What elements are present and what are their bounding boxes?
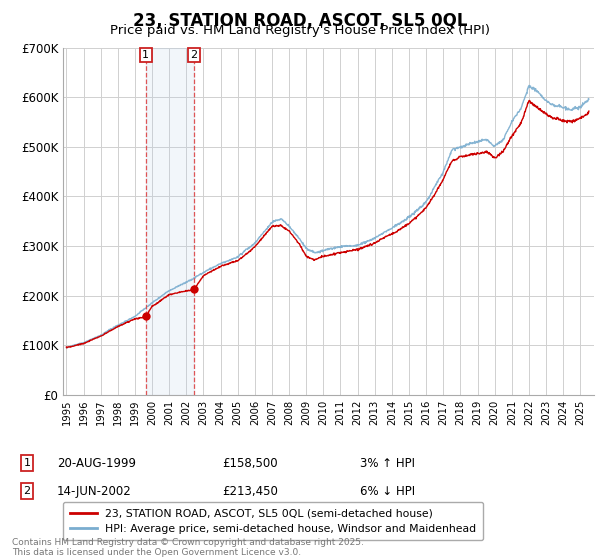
Text: Price paid vs. HM Land Registry's House Price Index (HPI): Price paid vs. HM Land Registry's House … (110, 24, 490, 37)
Text: 3% ↑ HPI: 3% ↑ HPI (360, 456, 415, 470)
Text: 2: 2 (23, 486, 31, 496)
Bar (146, 48, 194, 395)
Text: 23, STATION ROAD, ASCOT, SL5 0QL: 23, STATION ROAD, ASCOT, SL5 0QL (133, 12, 467, 30)
Text: 2: 2 (190, 50, 197, 60)
Text: 1: 1 (23, 458, 31, 468)
Text: Contains HM Land Registry data © Crown copyright and database right 2025.
This d: Contains HM Land Registry data © Crown c… (12, 538, 364, 557)
Text: £213,450: £213,450 (222, 484, 278, 498)
Text: 1: 1 (142, 50, 149, 60)
Legend: 23, STATION ROAD, ASCOT, SL5 0QL (semi-detached house), HPI: Average price, semi: 23, STATION ROAD, ASCOT, SL5 0QL (semi-d… (63, 502, 483, 540)
Text: 20-AUG-1999: 20-AUG-1999 (57, 456, 136, 470)
Text: £158,500: £158,500 (222, 456, 278, 470)
Text: 14-JUN-2002: 14-JUN-2002 (57, 484, 132, 498)
Text: 6% ↓ HPI: 6% ↓ HPI (360, 484, 415, 498)
